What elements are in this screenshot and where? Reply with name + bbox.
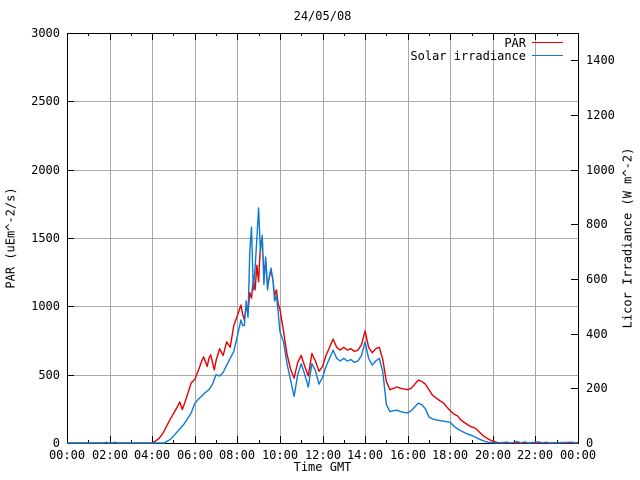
left-axis-tick-label: 1500 [31,231,60,245]
legend-label-solar: Solar irradiance [410,48,526,63]
legend-line-sample-solar [532,55,563,56]
x-axis-tick-label: 16:00 [389,448,427,462]
legend: PAR Solar irradiance [410,35,563,63]
right-axis-tick-label: 1200 [586,108,615,122]
legend-line-sample-par [532,42,563,43]
par-series-line [67,237,578,444]
left-axis-tick-label: 2500 [31,94,60,108]
solar-series-line [67,207,579,444]
x-axis-tick-label: 22:00 [516,448,554,462]
left-axis-tick-label: 2000 [31,163,60,177]
right-axis-tick-label: 800 [586,217,608,231]
x-axis-tick-label: 12:00 [304,448,342,462]
x-axis-tick-label: 20:00 [474,448,512,462]
x-axis-tick-label: 04:00 [133,448,171,462]
x-axis-tick-label: 08:00 [218,448,256,462]
x-axis-tick-label: 00:00 [48,448,86,462]
legend-item-solar: Solar irradiance [410,48,563,63]
x-axis-tick-label: 18:00 [431,448,469,462]
right-axis-tick-label: 200 [586,381,608,395]
x-axis-tick-label: 02:00 [91,448,129,462]
left-axis-tick-label: 3000 [31,26,60,40]
left-axis-tick-label: 500 [38,368,60,382]
left-axis-tick-label: 1000 [31,299,60,313]
left-axis-tick-label: 0 [52,436,60,450]
x-axis-tick-label: 06:00 [176,448,214,462]
x-axis-tick-label: 10:00 [261,448,299,462]
right-axis-tick-label: 600 [586,272,608,286]
right-axis-tick-label: 1000 [586,163,615,177]
right-axis-tick-label: 400 [586,327,608,341]
legend-item-par: PAR [410,35,563,50]
x-axis-title: Time GMT [293,460,352,474]
gridlines [67,33,578,443]
legend-label-par: PAR [504,35,526,50]
x-axis-tick-label: 00:00 [559,448,597,462]
chart-title: 24/05/08 [293,9,352,23]
right-axis-tick-label: 1400 [586,53,615,67]
x-axis-tick-label: 14:00 [346,448,384,462]
right-axis-tick-label: 0 [586,436,594,450]
